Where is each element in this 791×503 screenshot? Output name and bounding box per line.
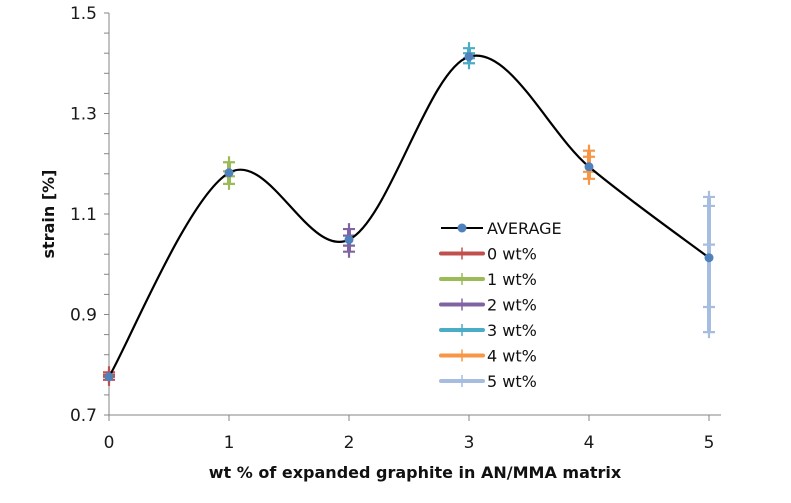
plus-marker <box>343 223 355 236</box>
average-marker <box>584 162 594 172</box>
y-tick-label: 1.1 <box>70 205 97 225</box>
plus-marker <box>703 238 715 251</box>
average-marker <box>464 52 474 62</box>
legend-label: 4 wt% <box>487 347 537 366</box>
legend-item: 3 wt% <box>439 321 537 340</box>
legend-item: 2 wt% <box>439 296 537 315</box>
plus-marker <box>583 144 595 157</box>
y-tick-label: 0.7 <box>70 406 97 426</box>
y-tick-label: 0.9 <box>70 306 97 326</box>
legend-label: 3 wt% <box>487 321 537 340</box>
average-curve <box>108 54 710 378</box>
x-tick-label: 5 <box>704 433 715 453</box>
legend-item: AVERAGE <box>441 219 562 238</box>
average-marker <box>224 168 234 178</box>
plus-marker <box>703 190 715 203</box>
axes: 0.7 0.9 1.1 1.3 1.5 0 1 2 3 4 5 <box>70 4 721 453</box>
legend-label: AVERAGE <box>487 219 562 238</box>
y-tick-label: 1.3 <box>70 105 97 125</box>
y-axis-title: strain [%] <box>39 170 58 259</box>
x-tick-label: 4 <box>584 433 595 453</box>
y-tick-label: 1.5 <box>70 4 97 24</box>
x-tick-label: 3 <box>464 433 475 453</box>
legend-item: 5 wt% <box>439 372 537 391</box>
plus-marker <box>703 326 715 339</box>
legend: AVERAGE 0 wt% 1 wt% 2 wt% 3 wt% 4 wt% 5 wt% <box>439 219 562 391</box>
x-tick-label: 2 <box>344 433 355 453</box>
legend-label: 2 wt% <box>487 296 537 315</box>
legend-marker <box>457 223 467 233</box>
plus-marker <box>703 300 715 313</box>
plus-marker <box>223 156 235 169</box>
legend-item: 4 wt% <box>439 347 537 366</box>
legend-item: 0 wt% <box>439 245 537 264</box>
x-tick-label: 0 <box>104 433 115 453</box>
plus-marker <box>463 42 475 55</box>
average-marker <box>704 253 714 263</box>
series-5wt <box>703 190 715 339</box>
x-axis-title: wt % of expanded graphite in AN/MMA matr… <box>209 463 622 482</box>
average-marker <box>104 372 114 382</box>
legend-label: 0 wt% <box>487 245 537 264</box>
legend-label: 1 wt% <box>487 270 537 289</box>
chart-marks <box>103 42 715 386</box>
average-marker <box>344 235 354 245</box>
x-tick-label: 1 <box>224 433 235 453</box>
legend-item: 1 wt% <box>439 270 537 289</box>
legend-label: 5 wt% <box>487 372 537 391</box>
